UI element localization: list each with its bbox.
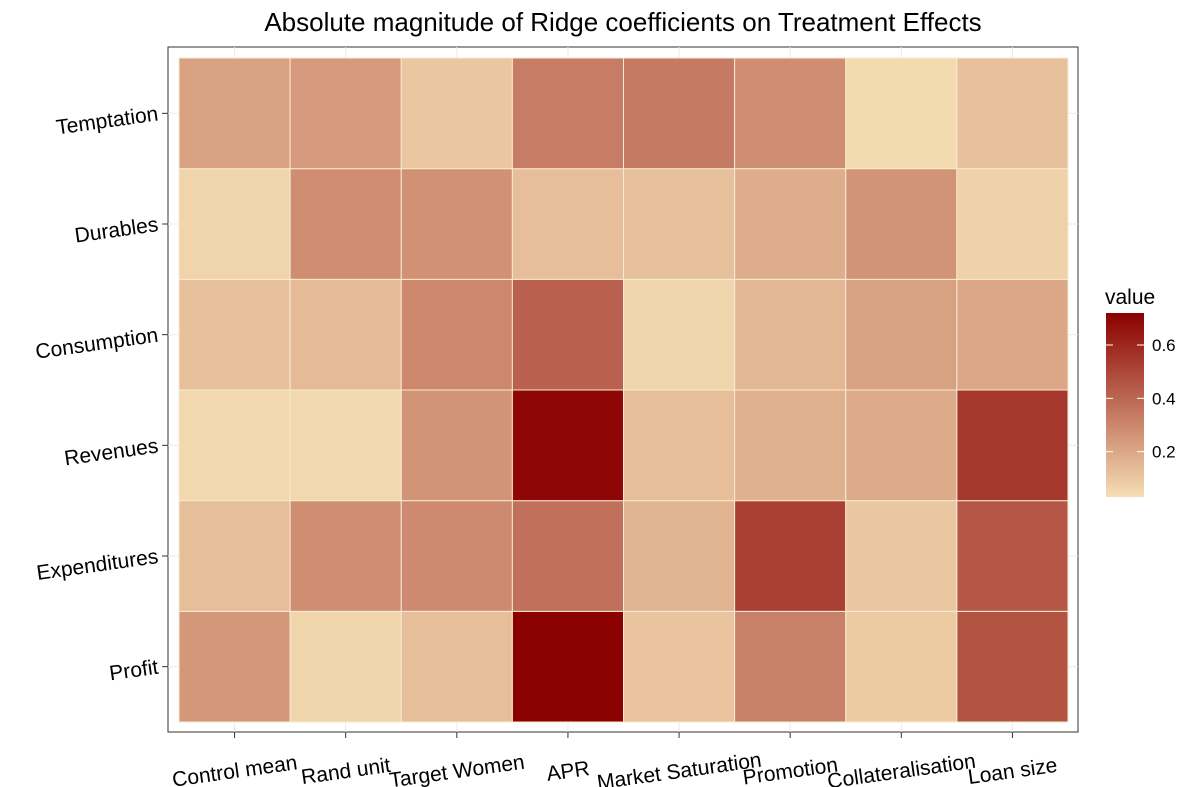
heat-cell — [845, 500, 958, 612]
y-tick-label: Profit — [108, 656, 160, 686]
heat-cell — [734, 389, 847, 502]
heat-cell — [845, 168, 958, 280]
heat-cell — [623, 389, 736, 502]
heat-cell — [623, 610, 736, 723]
x-tick-label: Market Saturation — [596, 749, 763, 787]
heat-cell — [511, 389, 624, 502]
heat-cell — [956, 500, 1069, 612]
x-tick-label: Collateralisation — [826, 750, 977, 787]
chart-title: Absolute magnitude of Ridge coefficients… — [264, 7, 981, 37]
heat-cell — [845, 278, 958, 391]
heat-cell — [400, 389, 513, 502]
heat-cell — [289, 389, 402, 502]
heat-cell — [511, 278, 624, 391]
x-tick-label: Control mean — [171, 751, 299, 787]
heat-cell — [623, 168, 736, 280]
x-tick-label: Rand unit — [300, 754, 392, 787]
heat-cell — [956, 168, 1069, 280]
heat-cell — [511, 57, 624, 170]
heat-cell — [178, 168, 291, 280]
heat-cell — [845, 57, 958, 170]
y-tick-label: Expenditures — [35, 545, 160, 585]
heat-cell — [734, 278, 847, 391]
heat-cell — [289, 500, 402, 612]
heat-cell — [623, 500, 736, 612]
legend-tick-label: 0.4 — [1152, 389, 1176, 408]
heat-cell — [734, 168, 847, 280]
heat-cell — [511, 610, 624, 723]
heat-cell — [623, 57, 736, 170]
heat-cell — [845, 610, 958, 723]
x-tick-label: APR — [545, 757, 591, 786]
heat-cell — [956, 610, 1069, 723]
y-tick-label: Consumption — [34, 324, 160, 364]
heat-cell — [400, 610, 513, 723]
legend-tick-label: 0.2 — [1152, 443, 1176, 462]
heat-cell — [289, 610, 402, 723]
y-tick-label: Revenues — [63, 434, 160, 470]
heat-cell — [178, 389, 291, 502]
heat-cell — [400, 57, 513, 170]
heat-cell — [956, 389, 1069, 502]
legend-tick-label: 0.6 — [1152, 336, 1176, 355]
heat-cell — [956, 57, 1069, 170]
heat-cell — [734, 57, 847, 170]
heat-cell — [734, 610, 847, 723]
heat-cell — [178, 500, 291, 612]
heat-cell — [178, 610, 291, 723]
heat-cell — [511, 500, 624, 612]
heat-cell — [400, 168, 513, 280]
heat-cell — [511, 168, 624, 280]
x-tick-label: Target Women — [388, 751, 526, 787]
heat-cell — [178, 57, 291, 170]
heat-cell — [400, 278, 513, 391]
legend-title: value — [1105, 286, 1155, 309]
heat-cell — [734, 500, 847, 612]
heat-cell — [400, 500, 513, 612]
y-tick-label: Durables — [73, 213, 159, 247]
heat-cell — [845, 389, 958, 502]
x-tick-label: Loan size — [967, 754, 1059, 787]
heat-cell — [289, 278, 402, 391]
heat-cell — [289, 168, 402, 280]
legend-colorbar — [1106, 313, 1144, 497]
heat-cell — [178, 278, 291, 391]
heat-cell — [289, 57, 402, 170]
heat-cell — [956, 278, 1069, 391]
heat-cell — [623, 278, 736, 391]
y-tick-label: Temptation — [55, 102, 160, 139]
